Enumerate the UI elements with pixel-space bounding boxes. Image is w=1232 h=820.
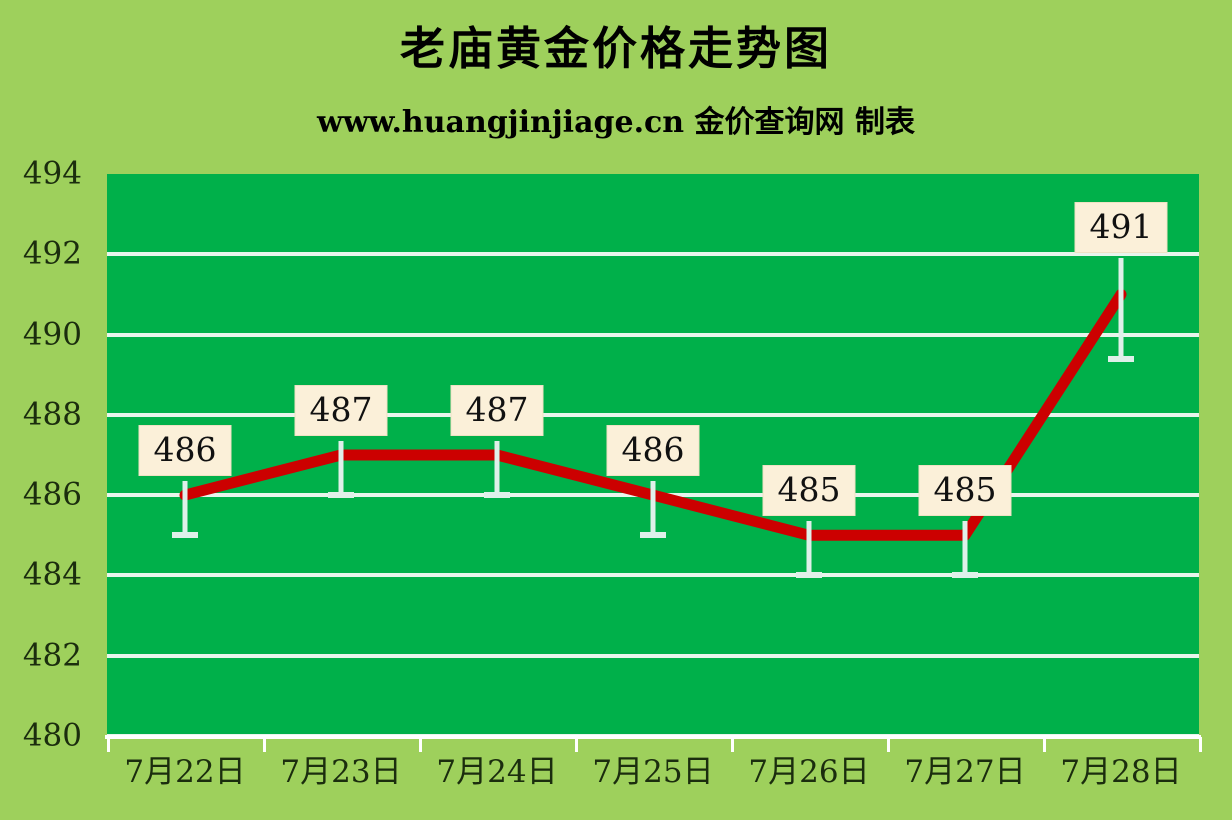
x-axis-tick-mark xyxy=(263,737,266,752)
y-axis-tick-label: 494 xyxy=(22,155,82,192)
x-axis-tick-label: 7月24日 xyxy=(436,754,558,790)
data-label-leader-line xyxy=(806,521,812,573)
y-axis-tick-label: 492 xyxy=(22,235,82,272)
data-point-label: 485 xyxy=(762,465,856,517)
x-axis-tick-label: 7月22日 xyxy=(124,754,246,790)
data-point-label: 487 xyxy=(450,385,544,436)
data-label-leader-line xyxy=(494,441,500,492)
x-axis-tick-mark xyxy=(575,737,578,752)
y-axis-tick-label: 490 xyxy=(22,316,82,353)
x-axis-line xyxy=(105,735,1201,739)
gridline xyxy=(107,573,1199,578)
x-axis-tick-mark xyxy=(107,737,110,752)
data-label-leader-foot xyxy=(328,492,354,498)
data-label-leader-foot xyxy=(172,532,198,539)
chart-title: 老庙黄金价格走势图 xyxy=(399,22,832,75)
y-axis-tick-label: 482 xyxy=(22,637,82,674)
data-label-leader-line xyxy=(182,481,188,533)
chart-subtitle: www.huangjinjiage.cn 金价查询网 制表 xyxy=(317,105,915,140)
data-point-label: 486 xyxy=(606,425,700,477)
data-label-leader-line xyxy=(1118,258,1124,357)
data-label-leader-line xyxy=(650,481,656,533)
gridline xyxy=(107,412,1199,417)
y-axis-tick-label: 484 xyxy=(22,556,82,593)
y-axis-tick-label: 480 xyxy=(22,717,82,754)
x-axis-tick-label: 7月26日 xyxy=(748,754,870,790)
gridline xyxy=(107,252,1199,257)
data-point-label: 487 xyxy=(294,385,388,436)
data-label-leader-foot xyxy=(796,572,822,579)
y-axis-tick-label: 488 xyxy=(22,396,82,433)
x-axis-tick-label: 7月27日 xyxy=(904,754,1026,790)
data-label-leader-line xyxy=(338,441,344,492)
data-label-leader-foot xyxy=(1108,356,1134,363)
gridline xyxy=(107,653,1199,658)
data-point-label: 485 xyxy=(918,465,1012,517)
x-axis-tick-label: 7月23日 xyxy=(280,754,402,790)
data-label-leader-foot xyxy=(640,532,666,539)
data-label-leader-foot xyxy=(484,492,510,498)
data-label-leader-line xyxy=(962,521,968,573)
x-axis-tick-mark xyxy=(731,737,734,752)
x-axis-tick-mark xyxy=(887,737,890,752)
x-axis-tick-label: 7月25日 xyxy=(592,754,714,790)
x-axis-tick-mark xyxy=(1199,737,1202,752)
x-axis-tick-mark xyxy=(1043,737,1046,752)
y-axis-tick-label: 486 xyxy=(22,476,82,513)
data-point-label: 486 xyxy=(138,425,232,477)
x-axis-tick-mark xyxy=(419,737,422,752)
data-label-leader-foot xyxy=(952,572,978,579)
gridline xyxy=(107,332,1199,337)
data-point-label: 491 xyxy=(1074,202,1168,254)
x-axis-tick-label: 7月28日 xyxy=(1060,754,1182,790)
